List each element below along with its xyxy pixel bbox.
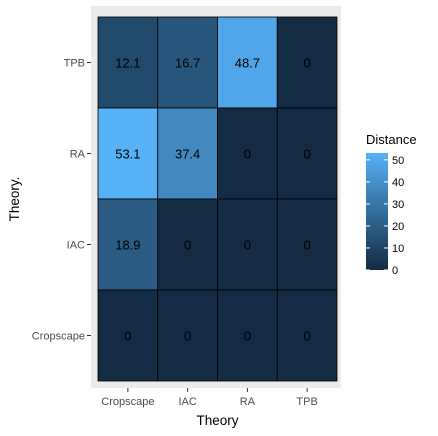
heatmap-cell (157, 289, 218, 382)
legend-tick-label: 50 (392, 155, 404, 167)
legend-tick-label: 40 (392, 177, 404, 189)
x-tick-label: Cropscape (101, 396, 154, 408)
color-legend: Distance 0 10 20 30 40 50 (366, 132, 417, 277)
heatmap-cell (217, 107, 278, 200)
y-tick-label: IAC (67, 240, 85, 252)
x-axis-title: Theory (196, 413, 238, 428)
cell-value-label: 18.9 (115, 238, 140, 253)
cell-value-label: 37.4 (175, 147, 200, 162)
cell-value-label: 0 (304, 147, 311, 162)
heatmap-cell (276, 289, 338, 382)
legend-tick-label: 20 (392, 221, 404, 233)
x-tick-label: IAC (178, 396, 196, 408)
y-tick-label: TPB (64, 58, 85, 70)
x-axis-ticks: Cropscape IAC RA TPB (101, 388, 318, 408)
legend-tick-label: 30 (392, 199, 404, 211)
cell-value-label: 0 (184, 329, 191, 344)
heatmap-cell (157, 198, 218, 291)
heatmap-cell (276, 107, 338, 200)
x-tick-label: TPB (296, 396, 317, 408)
cell-value-label: 48.7 (235, 56, 260, 71)
heatmap-cell (217, 16, 278, 109)
heatmap-cell (157, 16, 218, 109)
cell-value-label: 53.1 (115, 147, 140, 162)
cell-value-label: 0 (244, 329, 251, 344)
legend-tick-label: 0 (392, 265, 398, 277)
cell-value-label: 12.1 (115, 56, 140, 71)
heatmap-cell (276, 198, 338, 291)
cell-value-label: 0 (304, 238, 311, 253)
heatmap-cells (97, 16, 338, 382)
heatmap-cell (97, 289, 159, 382)
y-axis-ticks: Cropscape IAC RA TPB (32, 58, 91, 343)
cell-value-label: 16.7 (175, 56, 200, 71)
y-tick-label: Cropscape (32, 331, 85, 343)
cell-value-label: 0 (304, 56, 311, 71)
x-tick-label: RA (240, 396, 256, 408)
y-tick-label: RA (70, 149, 86, 161)
cell-value-label: 0 (184, 238, 191, 253)
legend-title: Distance (366, 132, 417, 147)
heatmap-cell (97, 198, 159, 291)
legend-tick-label: 10 (392, 243, 404, 255)
cell-value-label: 0 (124, 329, 131, 344)
legend-colorbar (366, 153, 388, 270)
cell-value-label: 0 (304, 329, 311, 344)
cell-value-label: 0 (244, 147, 251, 162)
heatmap-cell (276, 16, 338, 109)
cell-value-label: 0 (244, 238, 251, 253)
heatmap-cell (217, 289, 278, 382)
cell-value-labels: 12.1 16.7 48.7 0 53.1 37.4 0 0 18.9 0 0 0 0 0 0 0 (115, 56, 311, 344)
y-axis-title: Theory. (7, 177, 22, 222)
heatmap-cell (97, 16, 159, 109)
